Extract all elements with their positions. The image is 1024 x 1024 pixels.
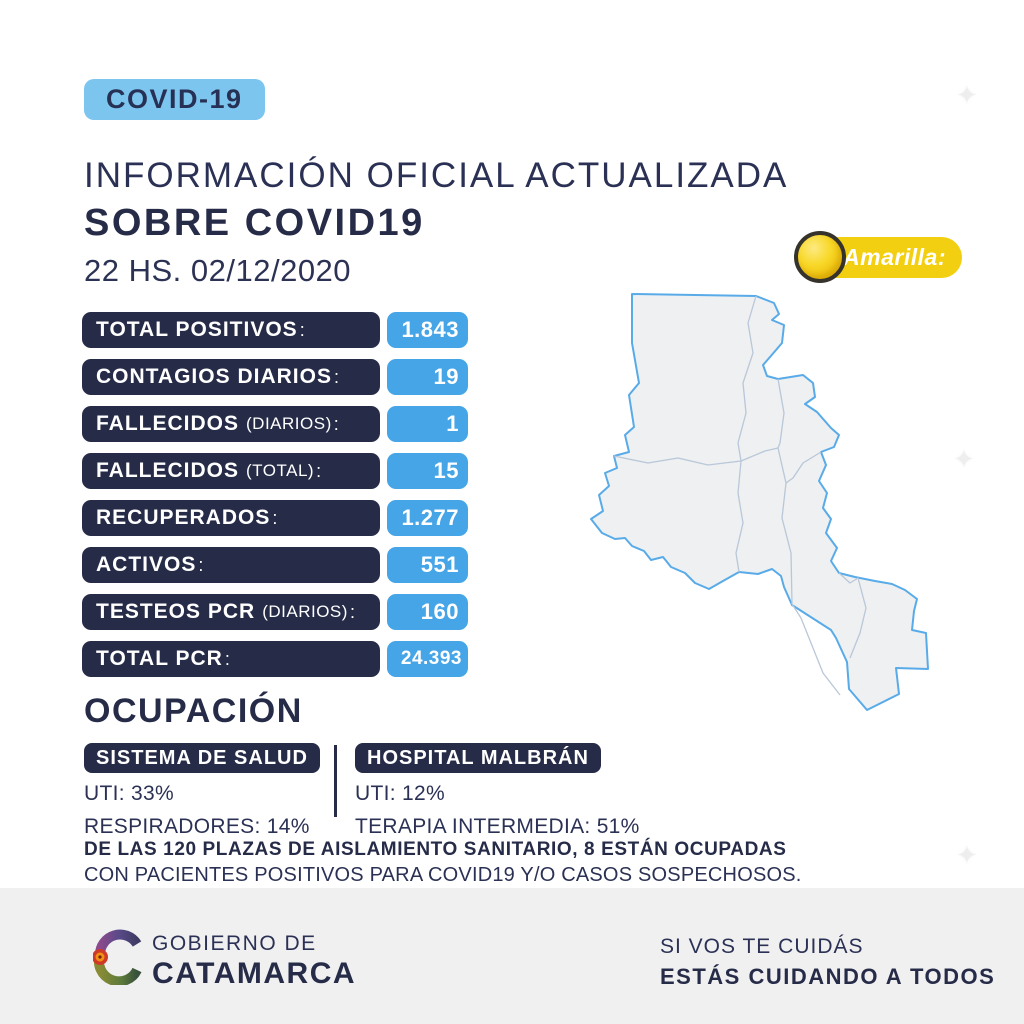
- stat-row-total-positivos: TOTAL POSITIVOS: 1.843: [82, 312, 468, 348]
- stat-value: 15: [387, 453, 468, 489]
- sparkle-icon: ✦: [956, 840, 978, 870]
- occupation-stat-line: UTI: 33%: [84, 782, 174, 805]
- title-line1: INFORMACIÓN OFICIAL ACTUALIZADA: [84, 156, 789, 195]
- occupation-header-badge: SISTEMA DE SALUD: [84, 743, 320, 773]
- stat-label-box: TESTEOS PCR (DIARIOS):: [82, 594, 380, 630]
- sparkle-icon: ✦: [956, 80, 978, 110]
- covid19-badge: COVID-19: [84, 79, 265, 120]
- stat-row-fallecidos-diarios: FALLECIDOS (DIARIOS): 1: [82, 406, 468, 442]
- stat-label-box: CONTAGIOS DIARIOS:: [82, 359, 380, 395]
- stat-row-contagios-diarios: CONTAGIOS DIARIOS: 19: [82, 359, 468, 395]
- report-datetime: 22 HS. 02/12/2020: [84, 253, 352, 288]
- government-logo-text: GOBIERNO DE CATAMARCA: [152, 932, 356, 991]
- logo-line1: GOBIERNO DE: [152, 932, 317, 955]
- slogan-line2: ESTÁS CUIDANDO A TODOS: [660, 964, 996, 989]
- column-divider: [334, 745, 337, 817]
- footer-slogan: SI VOS TE CUIDÁS ESTÁS CUIDANDO A TODOS: [660, 935, 995, 990]
- stat-row-testeos-pcr: TESTEOS PCR (DIARIOS): 160: [82, 594, 468, 630]
- stat-value: 551: [387, 547, 468, 583]
- occupation-stat-line: RESPIRADORES: 14%: [84, 815, 310, 838]
- stat-value: 160: [387, 594, 468, 630]
- logo-line2: CATAMARCA: [152, 957, 357, 990]
- alert-level-circle-icon: [794, 231, 846, 283]
- catamarca-logo-icon: [93, 929, 142, 985]
- stat-row-total-pcr: TOTAL PCR: 24.393: [82, 641, 468, 677]
- occupation-stat-line: UTI: 12%: [355, 782, 445, 805]
- occupation-column-sistema-de-salud: SISTEMA DE SALUD UTI: 33% RESPIRADORES: …: [84, 743, 320, 839]
- stat-row-recuperados: RECUPERADOS: 1.277: [82, 500, 468, 536]
- stat-label-box: FALLECIDOS (DIARIOS):: [82, 406, 380, 442]
- stat-label-box: RECUPERADOS:: [82, 500, 380, 536]
- department-borders: [613, 295, 867, 696]
- sparkle-icon: ✦: [953, 444, 975, 474]
- stat-label-box: TOTAL POSITIVOS:: [82, 312, 380, 348]
- stat-value: 1.277: [387, 500, 468, 536]
- occupation-column-hospital-malbran: HOSPITAL MALBRÁN UTI: 12% TERAPIA INTERM…: [355, 743, 640, 839]
- stat-label-box: FALLECIDOS (TOTAL):: [82, 453, 380, 489]
- catamarca-province-map: [590, 293, 929, 711]
- stat-value: 19: [387, 359, 468, 395]
- isolation-note-bold: DE LAS 120 PLAZAS DE AISLAMIENTO SANITAR…: [84, 839, 787, 860]
- stats-table: TOTAL POSITIVOS: 1.843 CONTAGIOS DIARIOS…: [82, 312, 468, 677]
- stat-label-box: TOTAL PCR:: [82, 641, 380, 677]
- stat-label-box: ACTIVOS:: [82, 547, 380, 583]
- stat-value: 24.393: [387, 641, 468, 677]
- occupation-header-badge: HOSPITAL MALBRÁN: [355, 743, 601, 773]
- footer-bar: GOBIERNO DE CATAMARCA SI VOS TE CUIDÁS E…: [0, 888, 1024, 1024]
- stat-value: 1: [387, 406, 468, 442]
- isolation-note-regular: CON PACIENTES POSITIVOS PARA COVID19 Y/O…: [84, 864, 802, 886]
- stat-row-activos: ACTIVOS: 551: [82, 547, 468, 583]
- occupation-stat-line: TERAPIA INTERMEDIA: 51%: [355, 815, 640, 838]
- occupation-title: OCUPACIÓN: [84, 692, 303, 730]
- province-outline: [590, 293, 929, 711]
- alert-level-label: Amarilla:: [843, 244, 946, 270]
- title-line2: SOBRE COVID19: [84, 202, 425, 244]
- slogan-line1: SI VOS TE CUIDÁS: [660, 935, 864, 958]
- stat-row-fallecidos-total: FALLECIDOS (TOTAL): 15: [82, 453, 468, 489]
- stat-value: 1.843: [387, 312, 468, 348]
